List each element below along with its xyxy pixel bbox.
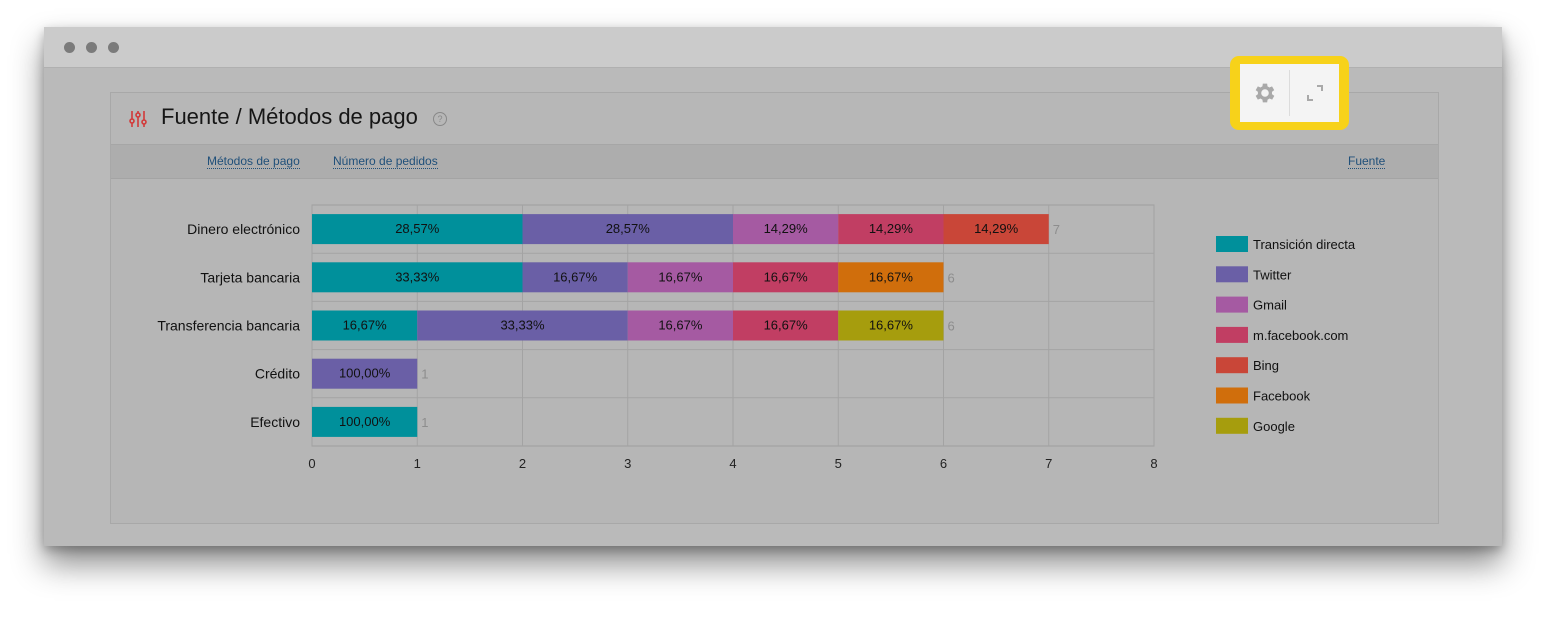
x-tick-label: 8 [1150,456,1157,471]
data-label: 28,57% [606,221,651,236]
bar-segment[interactable] [312,358,418,389]
data-label: 14,29% [764,221,809,236]
report-card: Fuente / Métodos de pago ? Métodos de pa… [110,92,1439,524]
data-label: 16,67% [764,269,809,284]
page-content: Fuente / Métodos de pago ? Métodos de pa… [44,68,1502,546]
filter-icon[interactable] [128,109,148,129]
x-tick-label: 7 [1045,456,1052,471]
bar-segment[interactable] [312,310,418,341]
window-dot [64,42,75,53]
data-label: 16,67% [869,318,914,333]
bar-segment[interactable] [733,214,839,245]
legend-swatch [1216,387,1248,404]
x-tick-label: 0 [308,456,315,471]
tab-metodos-de-pago[interactable]: Métodos de pago [207,154,300,169]
tab-numero-de-pedidos[interactable]: Número de pedidos [333,154,438,169]
total-label: 1 [421,367,428,382]
data-label: 14,29% [869,221,914,236]
legend-label: Bing [1253,358,1279,373]
bar-segment[interactable] [943,214,1049,245]
legend-swatch [1216,236,1248,252]
legend-swatch [1216,296,1248,313]
highlighted-controls [1230,56,1349,130]
x-tick-label: 4 [729,456,736,471]
data-label: 16,67% [658,318,703,333]
page-title: Fuente / Métodos de pago [161,104,418,129]
legend-label: Facebook [1253,389,1311,404]
total-label: 7 [1053,222,1060,237]
category-label: Tarjeta bancaria [200,269,300,285]
card-header: Fuente / Métodos de pago ? [111,93,1438,145]
stacked-bar-chart: 0 1 2 3 4 5 6 7 8 Dinero electrónico 28,57% 28,57% 1… [157,204,1356,471]
category-label: Crédito [255,366,300,382]
bar-segment[interactable] [838,262,944,293]
total-label: 1 [421,415,428,430]
card-subnav: Métodos de pago Número de pedidos Fuente [111,145,1438,179]
x-tick-label: 1 [414,456,421,471]
bar-segment[interactable] [627,310,733,341]
legend-label: Gmail [1253,298,1287,313]
data-label: 16,67% [553,269,598,284]
data-label: 16,67% [343,318,388,333]
data-label: 100,00% [339,366,391,381]
category-label: Dinero electrónico [187,221,300,237]
window-dot [108,42,119,53]
bar-segment[interactable] [312,262,523,293]
bar-segment[interactable] [417,310,628,341]
bar-segment[interactable] [838,310,944,341]
help-icon[interactable]: ? [433,112,447,126]
data-label: 16,67% [764,318,809,333]
data-label: 16,67% [658,269,703,284]
x-tick-label: 6 [940,456,947,471]
bar-segment[interactable] [733,262,839,293]
x-tick-label: 5 [835,456,842,471]
bar-segment[interactable] [312,406,418,437]
data-label: 28,57% [395,221,440,236]
legend-swatch [1216,357,1248,374]
gear-icon [1255,83,1274,103]
x-tick-label: 3 [624,456,631,471]
category-label: Transferencia bancaria [157,318,300,334]
window-dot [86,42,97,53]
legend-label: Google [1253,419,1295,434]
bar-segment[interactable] [627,262,733,293]
data-label: 33,33% [395,269,440,284]
data-label: 14,29% [974,221,1019,236]
settings-button[interactable] [1240,64,1289,122]
bar-segment[interactable] [522,214,734,245]
bar-segment[interactable] [838,214,944,245]
data-label: 16,67% [869,269,914,284]
legend-swatch [1216,326,1248,343]
category-label: Efectivo [250,414,300,430]
bar-segment[interactable] [733,310,839,341]
legend-label: Twitter [1253,267,1292,282]
expand-button[interactable] [1290,64,1339,122]
total-label: 6 [948,270,955,285]
controls-divider [1289,70,1290,116]
bar-segment[interactable] [312,214,523,245]
total-label: 6 [948,319,955,334]
tab-fuente[interactable]: Fuente [1348,154,1386,169]
controls-panel [1240,64,1339,122]
bar-segment[interactable] [522,262,628,293]
legend-swatch [1216,266,1248,283]
data-label: 33,33% [500,318,545,333]
legend-label: Transición directa [1253,237,1356,252]
legend-swatch [1216,417,1248,434]
expand-icon [1306,85,1323,101]
x-tick-label: 2 [519,456,526,471]
data-label: 100,00% [339,414,391,429]
legend-label: m.facebook.com [1253,328,1348,343]
